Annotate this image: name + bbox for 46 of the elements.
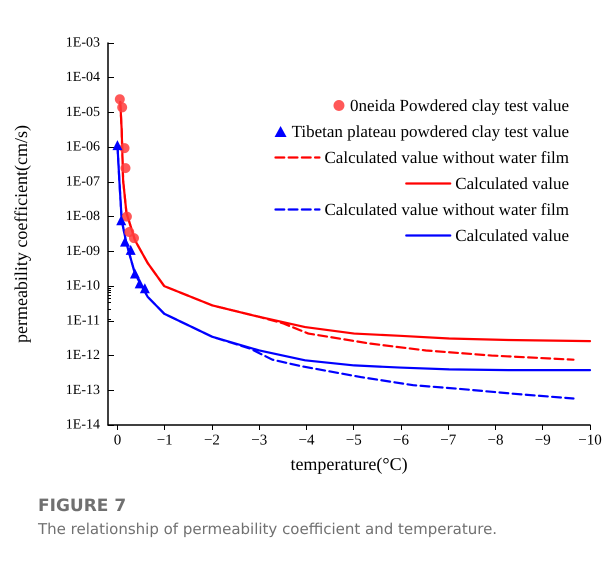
y-tick-label: 1E-04	[66, 70, 100, 86]
point	[120, 163, 130, 174]
y-tick-label: 1E-11	[66, 313, 100, 328]
point	[140, 283, 150, 294]
point	[120, 236, 130, 247]
x-tick-label: −6	[392, 432, 410, 448]
x-axis-title: temperature(°C)	[290, 454, 408, 474]
point	[134, 278, 145, 288]
point	[130, 268, 140, 279]
y-tick-label: 1E-09	[66, 244, 100, 259]
y-tick-label: 1E-08	[66, 209, 100, 224]
x-tick-label: −2	[204, 432, 220, 448]
y-tick-label: 1E-14	[66, 418, 100, 432]
y-tick-label: 1E-06	[66, 140, 100, 155]
legend-label: 0neida Powdered clay test value	[350, 96, 570, 115]
legend-label: Calculated value	[455, 226, 570, 245]
y-tick-label: 1E-07	[66, 174, 100, 190]
x-tick-label: −8	[488, 432, 504, 448]
y-tick-label: 1E-10	[66, 278, 100, 294]
point	[126, 244, 136, 255]
point	[120, 143, 130, 154]
legend-label: Tibetan plateau powdered clay test value	[292, 122, 569, 141]
x-tick-label: −5	[346, 432, 362, 448]
x-tick-label: −10	[578, 432, 602, 448]
y-tick-label: 1E-05	[66, 104, 100, 120]
legend-label: Calculated value	[455, 174, 570, 193]
point	[114, 94, 125, 104]
legend-label: Calculated value without water film	[324, 200, 570, 219]
point	[122, 212, 132, 222]
x-tick-label: −9	[534, 432, 551, 448]
legend-label: Calculated value without water film	[324, 148, 570, 167]
text: The relationship of permeability coefficient and temperature.	[38, 520, 498, 538]
x-tick-label: −1	[156, 432, 173, 448]
point	[112, 140, 122, 150]
x-tick-label: −4	[298, 432, 315, 448]
y-tick-label: 1E-13	[66, 382, 100, 398]
y-axis-title: permeability coefficient(cm/s)	[11, 124, 31, 344]
x-tick-label: −3	[251, 432, 268, 448]
caption: FIGURE 7	[38, 496, 128, 516]
point	[117, 102, 128, 112]
x-tick-label: 0	[114, 432, 122, 448]
y-tick-label: 1E-12	[66, 348, 100, 364]
x-tick-label: −7	[440, 432, 457, 448]
y-tick-label: 1E-03	[66, 36, 100, 50]
point	[116, 215, 126, 226]
point	[129, 233, 139, 244]
